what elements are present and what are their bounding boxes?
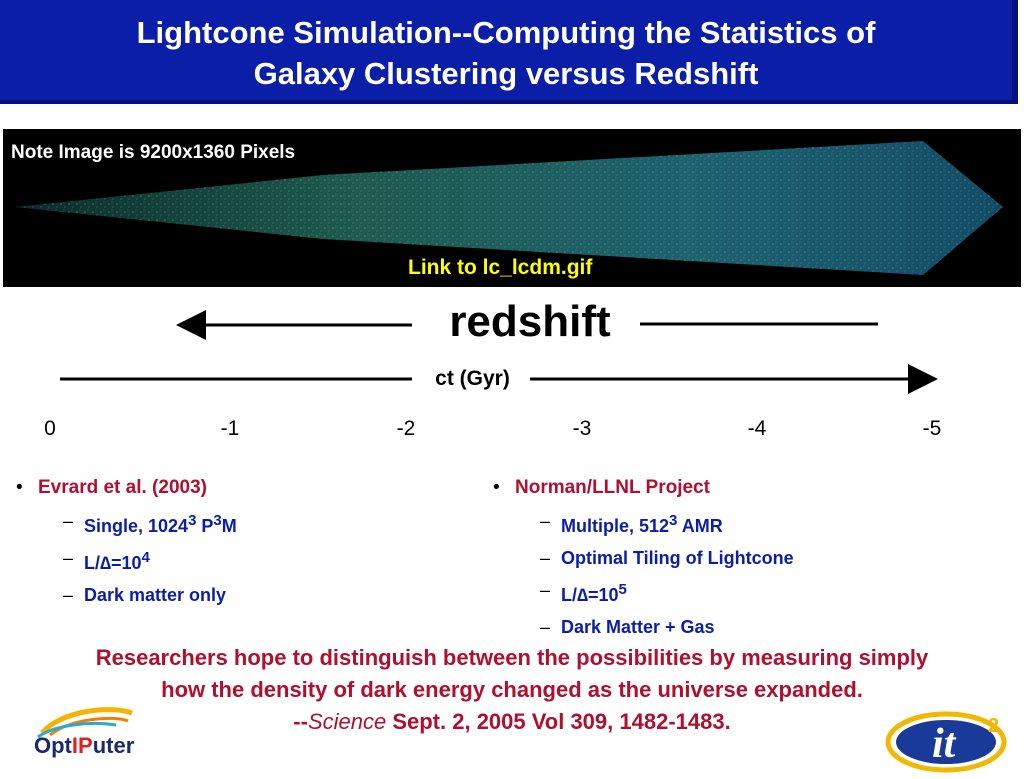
title-line-2: Galaxy Clustering versus Redshift [253,56,759,91]
norman-heading: Norman/LLNL Project [515,477,710,498]
optiputer-logo: OptIPuter [20,703,150,768]
it2-logo: it 2 [884,702,1014,779]
tick-label: -3 [572,417,592,440]
bullet-heading: Norman/LLNL Project Multiple, 5123 AMR O… [481,473,794,643]
lightcone-cone-graphic [15,141,1003,275]
norman-column: Norman/LLNL Project Multiple, 5123 AMR O… [481,473,794,643]
svg-text:2: 2 [988,715,999,737]
ct-gyr-label: ct (Gyr) [435,367,510,390]
quote-citation: --Science Sept. 2, 2005 Vol 309, 1482-14… [293,709,731,734]
science-journal-name: Science [307,709,387,734]
tick-label: -2 [396,417,416,440]
svg-text:OptIPuter: OptIPuter [34,733,135,758]
quote-line-1: Researchers hope to distinguish between … [95,645,929,670]
title-line-1: Lightcone Simulation--Computing the Stat… [136,15,876,50]
evrard-column: Evrard et al. (2003) Single, 10243 P3M L… [4,473,237,611]
tick-label: -4 [747,417,767,440]
tick-label: -5 [922,417,942,440]
quote-line-2: how the density of dark energy changed a… [161,677,863,702]
list-item: Single, 10243 P3M [38,505,237,542]
bullet-heading: Evrard et al. (2003) Single, 10243 P3M L… [4,473,237,611]
lightcone-image: Note Image is 9200x1360 Pixels Link to l… [3,129,1021,287]
list-item: L/∆=105 [515,574,794,611]
list-item: L/∆=104 [38,542,237,579]
lc-lcdm-gif-link[interactable]: Link to lc_lcdm.gif [408,256,593,279]
evrard-heading: Evrard et al. (2003) [38,477,207,498]
image-size-note: Note Image is 9200x1360 Pixels [11,142,296,163]
title-bar: Lightcone Simulation--Computing the Stat… [0,0,1018,104]
list-item: Optimal Tiling of Lightcone [515,542,794,574]
list-item: Dark Matter + Gas [515,611,794,643]
tick-label: 0 [44,417,56,440]
redshift-label: redshift [449,297,611,346]
list-item: Multiple, 5123 AMR [515,505,794,542]
science-quote: Researchers hope to distinguish between … [0,642,1024,738]
axis-arrows [60,310,938,394]
tick-label: -1 [220,417,240,440]
list-item: Dark matter only [38,579,237,611]
svg-text:it: it [932,721,957,767]
